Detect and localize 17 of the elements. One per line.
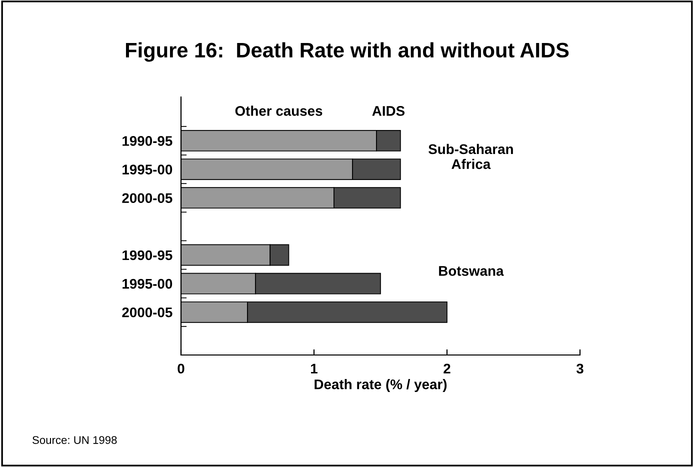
x-tick-label: 0 (178, 364, 184, 374)
y-tick-label: 1990-95 (122, 250, 172, 260)
y-tick-label: 1995-00 (122, 164, 172, 174)
y-tick-label: 2000-05 (122, 307, 172, 318)
y-tick-label: 2000-05 (122, 193, 172, 204)
x-tick-label: 3 (576, 364, 584, 374)
series-label: Other causes (235, 106, 322, 116)
series-label: AIDS (372, 106, 405, 116)
y-tick-label: 1990-95 (122, 136, 172, 146)
x-axis-title: Death rate (% / year) (314, 379, 447, 392)
y-tick-label: 1995-00 (122, 278, 172, 289)
annotation: Sub-Saharan Africa (428, 144, 513, 170)
chart-title: Figure 16: Death Rate with and without AIDS (126, 42, 569, 62)
x-tick-label: 2 (444, 364, 450, 374)
annotation: Botswana (439, 266, 504, 276)
x-tick-label: 1 (311, 364, 318, 374)
source-note: Source: UN 1998 (32, 436, 117, 444)
